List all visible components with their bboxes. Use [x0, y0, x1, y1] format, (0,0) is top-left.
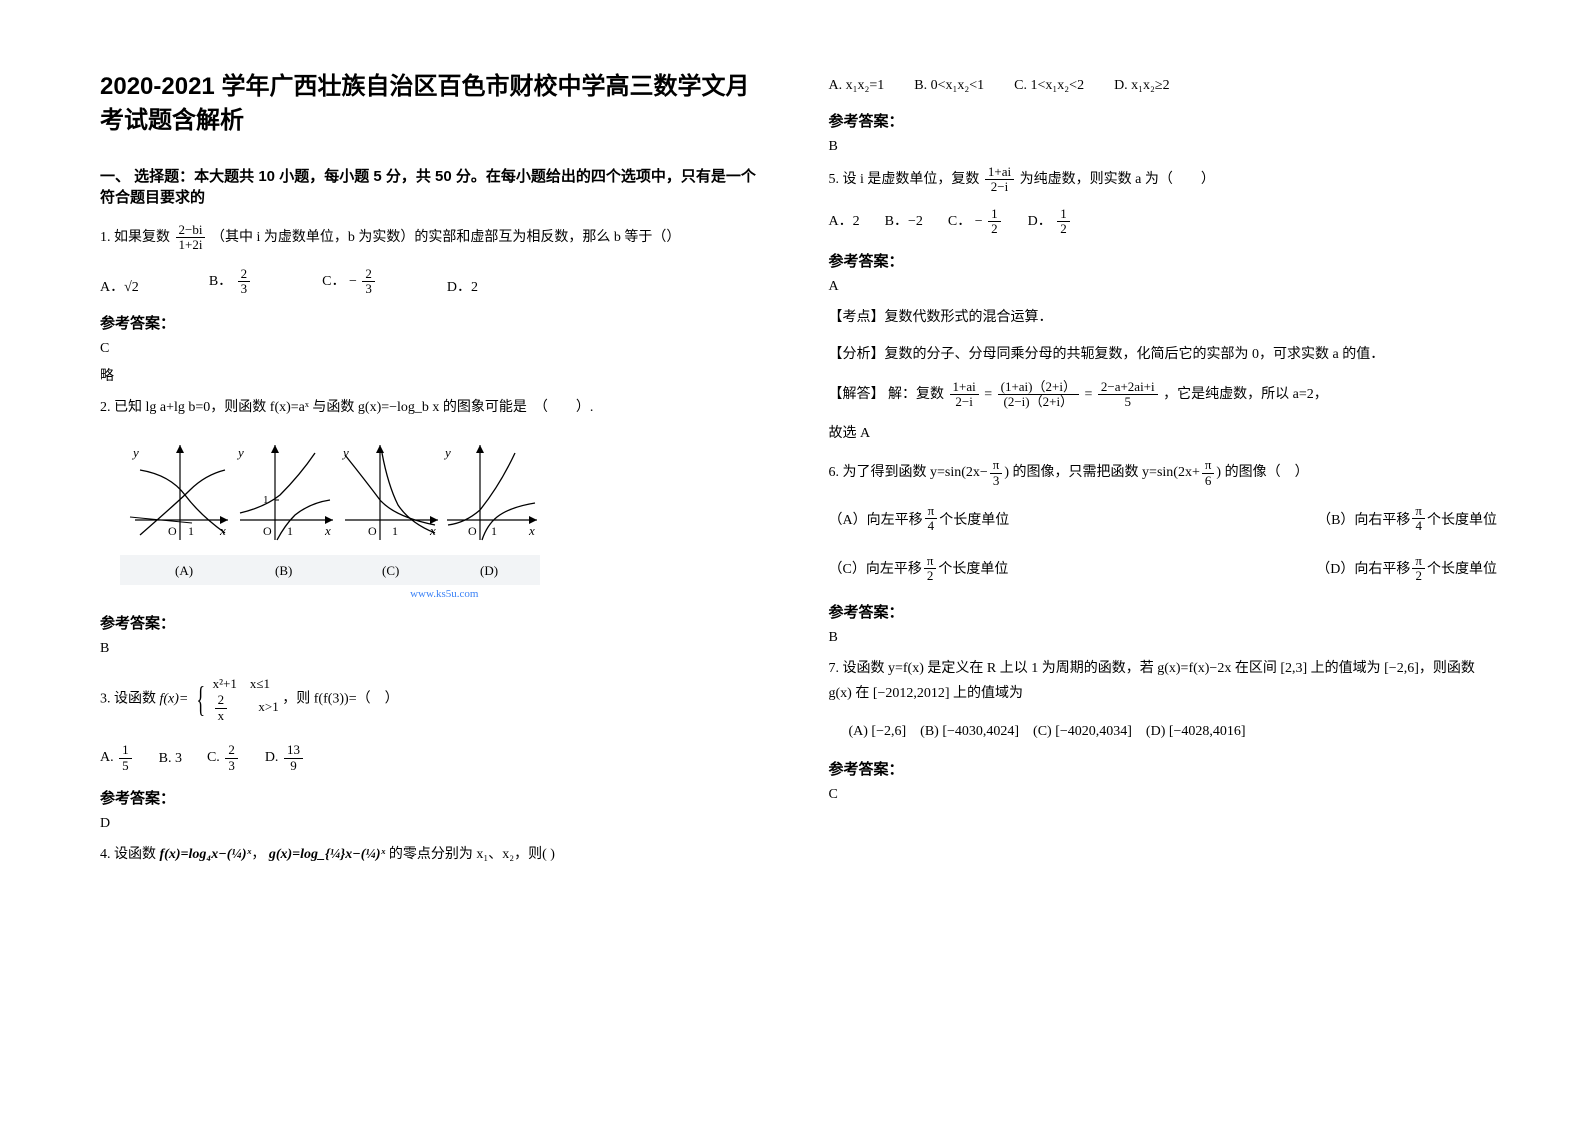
q3-answer: D	[100, 816, 769, 832]
svg-text:1: 1	[287, 524, 293, 538]
svg-text:x: x	[528, 523, 535, 538]
left-brace-icon: {	[196, 667, 205, 732]
q6-answer-label: 参考答案：	[829, 601, 1498, 622]
graph-label-b: (B)	[275, 563, 292, 578]
exam-title: 2020-2021 学年广西壮族自治区百色市财校中学高三数学文月考试题含解析	[100, 70, 769, 137]
q3-options: A. 15 B. 3 C. 23 D. 139	[100, 743, 769, 773]
svg-text:O: O	[263, 524, 272, 538]
graph-label-a: (A)	[175, 563, 193, 578]
svg-text:y: y	[443, 445, 451, 460]
q4-opt-a: A. x₁x₂=1	[829, 78, 885, 94]
q1-options: A．√2 B． 23 C． − 23 D．2	[100, 267, 769, 297]
q1-opt-d: D．2	[447, 276, 478, 296]
q2-answer-label: 参考答案：	[100, 612, 769, 633]
q4-options: A. x₁x₂=1 B. 0<x₁x₂<1 C. 1<x₁x₂<2 D. x₁x…	[829, 78, 1498, 94]
q6-options-row2: （C）向左平移π2个长度单位 （D）向右平移π2个长度单位	[829, 554, 1498, 584]
svg-text:O: O	[168, 524, 177, 538]
q2-graphs: y x O 1 y x O 1	[120, 435, 769, 600]
svg-text:y: y	[131, 445, 139, 460]
graph-label-d: (D)	[480, 563, 498, 578]
q4-opt-d: D. x₁x₂≥2	[1114, 78, 1170, 94]
q5-fenxi: 【分析】复数的分子、分母同乘分母的共轭复数，化简后它的实部为 0，可求实数 a …	[829, 342, 1498, 367]
question-7: 7. 设函数 y=f(x) 是定义在 R 上以 1 为周期的函数，若 g(x)=…	[829, 656, 1498, 706]
q3-answer-label: 参考答案：	[100, 787, 769, 808]
q1-fraction: 2−bi 1+2i	[176, 223, 206, 253]
q1-answer: C	[100, 341, 769, 357]
q1-stem-suffix: （其中 i 为虚数单位，b 为实数）的实部和虚部互为相反数，那么 b 等于（）	[211, 230, 680, 245]
q4-opt-c: C. 1<x₁x₂<2	[1014, 78, 1084, 94]
svg-text:1: 1	[392, 524, 398, 538]
q4-answer: B	[829, 139, 1498, 155]
right-column: A. x₁x₂=1 B. 0<x₁x₂<1 C. 1<x₁x₂<2 D. x₁x…	[829, 70, 1498, 873]
question-6: 6. 为了得到函数 y=sin(2x−π3) 的图像，只需把函数 y=sin(2…	[829, 458, 1498, 488]
svg-text:O: O	[468, 524, 477, 538]
section-1-heading: 一、 选择题：本大题共 10 小题，每小题 5 分，共 50 分。在每小题给出的…	[100, 165, 769, 207]
q1-note: 略	[100, 365, 769, 385]
svg-text:x: x	[324, 523, 331, 538]
q5-kaodian: 【考点】复数代数形式的混合运算．	[829, 305, 1498, 330]
q5-jieda: 【解答】 解：复数 1+ai2−i = (1+ai)（2+i）(2−i)（2+i…	[829, 380, 1498, 410]
q1-opt-b: B． 23	[209, 267, 252, 297]
q1-opt-a: A．√2	[100, 276, 139, 296]
q5-options: A．2 B．−2 C． − 12 D． 12	[829, 207, 1498, 237]
graph-label-c: (C)	[382, 563, 399, 578]
q4-opt-b: B. 0<x₁x₂<1	[914, 78, 984, 94]
q7-answer-label: 参考答案：	[829, 758, 1498, 779]
q6-answer: B	[829, 630, 1498, 646]
q1-answer-label: 参考答案：	[100, 312, 769, 333]
question-3: 3. 设函数 f(x)= { x²+1 x≤1 2x x>1 ，则 f(f(3)…	[100, 667, 769, 732]
svg-text:1: 1	[188, 524, 194, 538]
svg-text:O: O	[368, 524, 377, 538]
q1-stem-prefix: 1. 如果复数	[100, 230, 170, 245]
question-5: 5. 设 i 是虚数单位，复数 1+ai2−i 为纯虚数，则实数 a 为（ ）	[829, 165, 1498, 195]
q1-opt-c: C． − 23	[322, 267, 377, 297]
question-1: 1. 如果复数 2−bi 1+2i （其中 i 为虚数单位，b 为实数）的实部和…	[100, 223, 769, 253]
watermark-url: www.ks5u.com	[120, 588, 769, 600]
q5-jieda-end: 故选 A	[829, 421, 1498, 446]
q6-options-row1: （A）向左平移π4个长度单位 （B）向右平移π4个长度单位	[829, 504, 1498, 534]
piecewise-rows: x²+1 x≤1 2x x>1	[213, 675, 279, 723]
q7-answer: C	[829, 787, 1498, 803]
question-4: 4. 设函数 f(x)=log₄x−(¼)ˣ， g(x)=log_{¼}x−(¼…	[100, 842, 769, 867]
q5-answer: A	[829, 279, 1498, 295]
q4-answer-label: 参考答案：	[829, 110, 1498, 131]
svg-text:1: 1	[491, 524, 497, 538]
q7-options: (A) [−2,6] (B) [−4030,4024] (C) [−4020,4…	[829, 719, 1498, 744]
q5-answer-label: 参考答案：	[829, 250, 1498, 271]
q2-answer: B	[100, 641, 769, 657]
svg-text:y: y	[236, 445, 244, 460]
left-column: 2020-2021 学年广西壮族自治区百色市财校中学高三数学文月考试题含解析 一…	[100, 70, 769, 873]
question-2: 2. 已知 lg a+lg b=0，则函数 f(x)=aˣ 与函数 g(x)=−…	[100, 395, 769, 420]
